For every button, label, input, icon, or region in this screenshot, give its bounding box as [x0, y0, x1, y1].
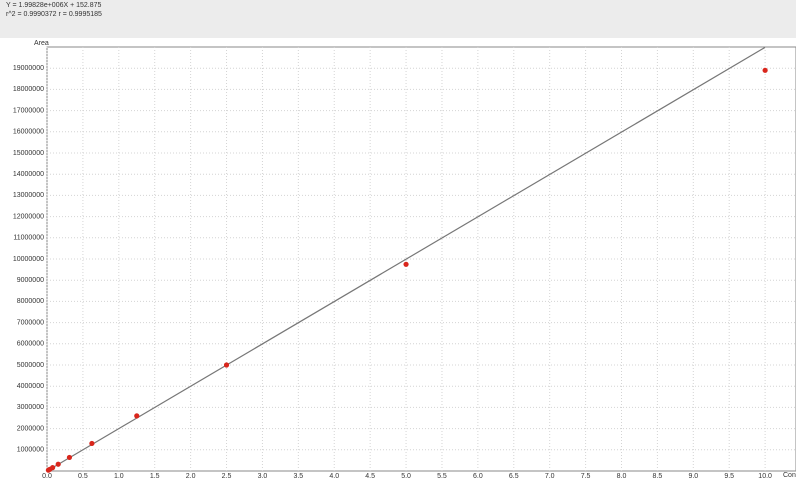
y-tick-label: 8000000 — [17, 298, 44, 305]
x-tick-label: 9.0 — [688, 473, 698, 479]
y-tick-label: 2000000 — [17, 425, 44, 432]
x-tick-label: 1.5 — [150, 473, 160, 479]
x-tick-label: 0.5 — [78, 473, 88, 479]
x-tick-label: 4.5 — [365, 473, 375, 479]
x-tick-label: 3.5 — [293, 473, 303, 479]
data-point — [89, 440, 95, 447]
header-band — [0, 0, 796, 38]
y-tick-label: 6000000 — [17, 341, 44, 348]
x-tick-label: 2.0 — [186, 473, 196, 479]
y-tick-label: 11000000 — [13, 235, 44, 242]
data-point — [223, 362, 230, 368]
y-tick-label: 15000000 — [13, 150, 44, 157]
y-tick-label: 12000000 — [13, 213, 44, 220]
x-axis-title: Con — [783, 472, 796, 479]
y-tick-label: 5000000 — [17, 362, 44, 369]
x-tick-label: 4.0 — [329, 473, 339, 479]
y-tick-label: 13000000 — [13, 192, 44, 199]
data-point — [762, 67, 768, 73]
y-tick-label: 17000000 — [13, 107, 44, 114]
y-tick-label: 16000000 — [13, 129, 44, 136]
equation: Y = 1.99828e+006X + 152.875 — [6, 2, 102, 9]
x-tick-label: 9.5 — [724, 473, 734, 479]
fit-line — [46, 46, 766, 472]
x-tick-label: 3.0 — [258, 473, 268, 479]
data-point — [66, 454, 73, 461]
x-tick-label: 5.0 — [401, 473, 411, 479]
x-tick-label: 7.5 — [581, 473, 591, 479]
x-tick-label: 2.5 — [222, 473, 232, 479]
y-tick-label: 4000000 — [17, 383, 44, 390]
x-tick-label: 6.5 — [509, 473, 519, 479]
y-axis-title: Area — [34, 40, 49, 47]
y-tick-label: 18000000 — [13, 86, 44, 93]
x-tick-label: 8.5 — [653, 473, 663, 479]
y-tick-label: 3000000 — [17, 404, 44, 411]
x-tick-label: 5.5 — [437, 473, 447, 479]
x-tick-label: 1.0 — [114, 473, 124, 479]
data-point — [55, 461, 61, 467]
y-tick-label: 19000000 — [13, 65, 44, 72]
data-point — [50, 465, 56, 471]
fit-stats: r^2 = 0.9990372 r = 0.9995185 — [6, 11, 102, 18]
y-tick-label: 10000000 — [13, 256, 44, 263]
y-tick-label: 7000000 — [17, 319, 44, 326]
x-tick-label: 6.0 — [473, 473, 483, 479]
x-tick-label: 7.0 — [545, 473, 555, 479]
y-tick-label: 14000000 — [13, 171, 44, 178]
y-tick-label: 9000000 — [17, 277, 44, 284]
x-tick-label: 8.0 — [617, 473, 627, 479]
data-point — [403, 261, 409, 267]
x-tick-label: 0.0 — [42, 473, 52, 479]
x-tick-label: 10.0 — [758, 473, 772, 479]
y-tick-label: 1000000 — [17, 447, 44, 454]
data-point — [134, 413, 140, 419]
